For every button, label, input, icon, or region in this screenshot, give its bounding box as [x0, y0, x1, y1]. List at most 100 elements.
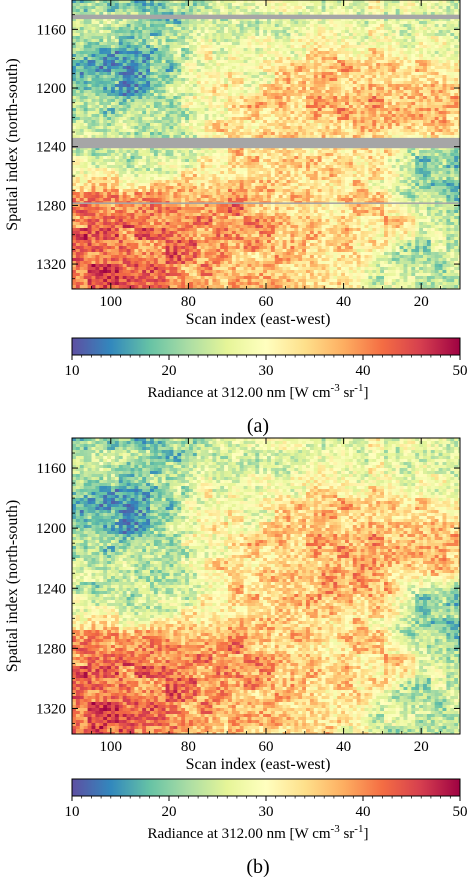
- heatmap-cell: [415, 105, 420, 109]
- heatmap-cell: [212, 51, 217, 55]
- heatmap-cell: [364, 75, 369, 79]
- heatmap-cell: [72, 108, 77, 112]
- heatmap-cell: [458, 84, 460, 88]
- heatmap-cell: [122, 3, 127, 7]
- heatmap-cell: [407, 108, 412, 112]
- heatmap-cell: [130, 0, 135, 4]
- heatmap-cell: [430, 132, 435, 136]
- heatmap-cell: [325, 120, 330, 124]
- heatmap-cell: [317, 24, 322, 28]
- heatmap-cell: [134, 84, 139, 88]
- heatmap-cell: [157, 75, 162, 79]
- heatmap-cell: [247, 42, 252, 46]
- heatmap-cell: [224, 45, 229, 49]
- heatmap-cell: [345, 27, 350, 31]
- heatmap-cell: [153, 45, 159, 49]
- heatmap-cell: [399, 18, 404, 22]
- heatmap-cell: [270, 57, 276, 61]
- heatmap-cell: [345, 114, 350, 118]
- heatmap-cell: [259, 45, 264, 49]
- heatmap-cell: [368, 27, 373, 31]
- heatmap-cell: [243, 48, 248, 52]
- heatmap-cell: [111, 147, 116, 151]
- heatmap-cell: [251, 69, 256, 73]
- heatmap-cell: [122, 105, 127, 109]
- heatmap-cell: [231, 75, 237, 79]
- heatmap-cell: [204, 90, 209, 94]
- heatmap-cell: [157, 63, 162, 67]
- heatmap-cell: [411, 84, 416, 88]
- heatmap-cell: [387, 39, 393, 43]
- heatmap-cell: [274, 12, 279, 16]
- heatmap-cell: [138, 36, 143, 40]
- heatmap-cell: [134, 108, 139, 112]
- heatmap-cell: [150, 63, 155, 67]
- heatmap-cell: [313, 102, 318, 106]
- heatmap-cell: [251, 117, 256, 121]
- heatmap-cell: [270, 45, 276, 49]
- heatmap-cell: [454, 0, 459, 4]
- heatmap-cell: [442, 90, 447, 94]
- heatmap-cell: [259, 81, 264, 85]
- heatmap-cell: [442, 60, 447, 64]
- heatmap-cell: [130, 90, 135, 94]
- heatmap-cell: [161, 0, 166, 4]
- heatmap-cell: [329, 78, 334, 82]
- heatmap-cell: [79, 63, 84, 67]
- heatmap-cell: [122, 120, 127, 124]
- heatmap-cell: [111, 96, 116, 100]
- heatmap-cell: [189, 96, 194, 100]
- heatmap-cell: [426, 132, 432, 136]
- heatmap-cell: [169, 21, 174, 25]
- heatmap-cell: [286, 36, 291, 40]
- heatmap-cell: [352, 96, 357, 100]
- heatmap-cell: [368, 54, 373, 58]
- heatmap-cell: [255, 99, 260, 103]
- heatmap-cell: [321, 57, 326, 61]
- heatmap-cell: [204, 33, 209, 37]
- heatmap-cell: [368, 21, 373, 25]
- heatmap-cell: [395, 0, 400, 4]
- heatmap-cell: [208, 66, 213, 70]
- heatmap-cell: [302, 81, 307, 85]
- heatmap-cell: [415, 132, 420, 136]
- heatmap-cell: [352, 75, 357, 79]
- heatmap-cell: [153, 60, 159, 64]
- heatmap-cell: [107, 66, 112, 70]
- heatmap-cell: [430, 84, 435, 88]
- heatmap-cell: [321, 84, 326, 88]
- heatmap-cell: [255, 117, 260, 121]
- heatmap-cell: [118, 69, 123, 73]
- heatmap-cell: [426, 57, 432, 61]
- heatmap-cell: [399, 42, 404, 46]
- heatmap-cell: [153, 135, 159, 139]
- heatmap-cell: [341, 45, 346, 49]
- heatmap-cell: [376, 57, 381, 61]
- heatmap-cell: [321, 135, 326, 139]
- heatmap-cell: [372, 132, 377, 136]
- heatmap-cell: [368, 135, 373, 139]
- heatmap-cell: [107, 51, 112, 55]
- heatmap-cell: [380, 96, 385, 100]
- heatmap-cell: [189, 108, 194, 112]
- heatmap-cell: [87, 87, 92, 91]
- heatmap-cell: [118, 48, 123, 52]
- heatmap-cell: [278, 0, 283, 4]
- heatmap-cell: [313, 69, 318, 73]
- heatmap-cell: [122, 147, 127, 151]
- heatmap-cell: [302, 78, 307, 82]
- heatmap-cell: [403, 87, 408, 91]
- heatmap-cell: [111, 39, 116, 43]
- heatmap-cell: [204, 48, 209, 52]
- heatmap-cell: [146, 60, 151, 64]
- heatmap-cell: [372, 6, 377, 10]
- heatmap-cell: [75, 87, 81, 91]
- heatmap-cell: [329, 126, 334, 130]
- heatmap-cell: [189, 21, 194, 25]
- heatmap-cell: [83, 93, 88, 97]
- heatmap-cell: [204, 129, 209, 133]
- heatmap-cell: [103, 36, 108, 40]
- heatmap-cell: [395, 45, 400, 49]
- heatmap-cell: [165, 3, 170, 7]
- heatmap-cell: [161, 33, 166, 37]
